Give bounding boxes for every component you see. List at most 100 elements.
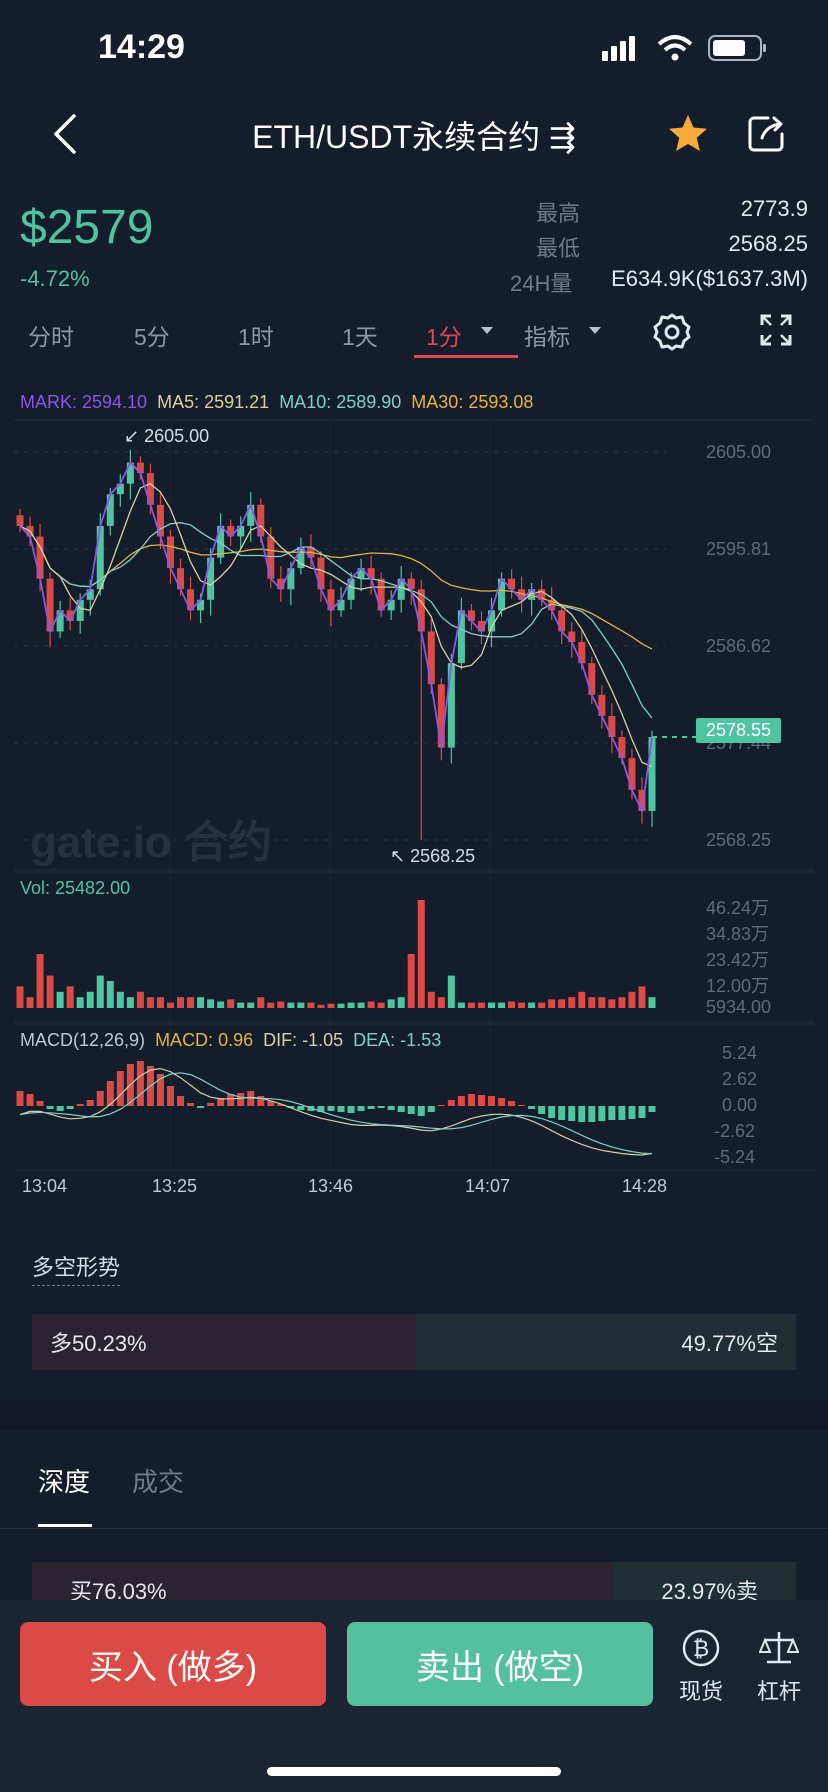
macd-bar — [578, 1106, 586, 1122]
volume-bar — [156, 997, 164, 1008]
macd-bar — [397, 1106, 405, 1112]
volume-bar — [227, 999, 235, 1008]
volume-bar — [217, 1001, 225, 1008]
indicator-chevron-icon[interactable] — [588, 326, 602, 336]
volume-bar — [538, 1002, 546, 1008]
candle — [417, 589, 425, 632]
tab-timeline[interactable]: 分时 — [28, 324, 74, 350]
volume-bar — [598, 997, 606, 1008]
volume-bar — [267, 1002, 275, 1008]
candle — [166, 536, 174, 569]
candle — [367, 568, 375, 579]
price-chart[interactable] — [0, 0, 828, 1200]
volume-bar — [116, 991, 124, 1008]
favorite-star-icon[interactable] — [666, 112, 710, 156]
macd-bar — [237, 1093, 245, 1106]
macd-bar — [387, 1106, 395, 1110]
volume-bar — [297, 1002, 305, 1008]
chevron-down-icon[interactable] — [480, 326, 494, 336]
candle — [437, 684, 445, 748]
macd-bar — [297, 1106, 305, 1110]
tab-depth[interactable]: 深度 — [38, 1467, 91, 1497]
long-short-title[interactable]: 多空形势 — [32, 1250, 121, 1286]
candle — [598, 694, 606, 716]
macd-bar — [558, 1106, 566, 1120]
macd-bar — [66, 1106, 74, 1109]
macd-bar — [487, 1096, 496, 1106]
volume-bar — [467, 1002, 475, 1008]
buy-long-button[interactable]: 买入 (做多) — [20, 1622, 326, 1706]
volume-bar — [237, 1002, 245, 1008]
price-axis-label: 2568.25 — [706, 830, 772, 850]
volume-axis-label: 5934.00 — [706, 997, 772, 1017]
macd-axis-label: -2.62 — [714, 1121, 756, 1141]
volume-bar — [86, 991, 94, 1008]
macd-bar — [618, 1106, 626, 1120]
candle — [447, 663, 455, 748]
macd-bar — [377, 1106, 385, 1108]
volume-bar — [648, 997, 656, 1008]
page-title[interactable]: ETH/USDT永续合约 ⇶ — [252, 119, 576, 155]
candle — [56, 610, 64, 632]
volume-indicator: Vol: 25482.00 — [20, 878, 131, 898]
sell-short-button[interactable]: 卖出 (做空) — [347, 1622, 653, 1706]
candle — [387, 599, 395, 611]
volume-bar — [76, 997, 84, 1008]
tab-indicators[interactable]: 指标 — [524, 324, 570, 350]
dif-value: DIF: -1.05 — [263, 1030, 344, 1050]
volume-bar — [377, 1002, 385, 1008]
time-axis-label: 14:28 — [622, 1176, 668, 1196]
price-axis-label: 2595.81 — [706, 539, 772, 559]
candle — [477, 620, 485, 632]
high-marker: ↙ 2605.00 — [124, 426, 210, 446]
candle — [357, 568, 365, 579]
candle — [207, 557, 215, 600]
macd-bar — [457, 1096, 465, 1106]
macd-value: MACD: 0.96 — [155, 1030, 254, 1050]
share-icon[interactable] — [744, 112, 788, 156]
volume-bar — [618, 997, 626, 1008]
macd-bar — [357, 1106, 365, 1111]
macd-bar — [548, 1106, 556, 1118]
macd-bar — [588, 1106, 596, 1122]
volume-value: E634.9K($1637.3M) — [611, 266, 808, 291]
macd-bar — [337, 1106, 345, 1112]
tab-1min[interactable]: 1分 — [426, 324, 462, 350]
tab-trades[interactable]: 成交 — [132, 1467, 185, 1497]
volume-bar — [16, 986, 24, 1008]
leverage-button[interactable]: 杠杆 — [744, 1628, 814, 1706]
fullscreen-icon[interactable] — [760, 314, 792, 346]
candle — [397, 578, 405, 600]
macd-bar — [427, 1106, 435, 1112]
volume-bar — [176, 997, 185, 1008]
macd-bar — [96, 1091, 104, 1106]
back-arrow-icon[interactable] — [48, 112, 84, 156]
time-axis-label: 14:07 — [465, 1176, 511, 1196]
candle — [548, 599, 556, 611]
volume-bar — [387, 999, 395, 1008]
volume-bar — [207, 999, 215, 1008]
macd-bar — [176, 1096, 185, 1106]
settings-gear-icon[interactable] — [652, 312, 692, 352]
spot-button[interactable]: ₿ 现货 — [666, 1628, 736, 1706]
tab-5min[interactable]: 5分 — [134, 324, 170, 350]
tab-1day[interactable]: 1天 — [342, 324, 378, 350]
volume-bar — [518, 1002, 526, 1008]
candle — [267, 536, 275, 579]
volume-bar — [447, 975, 455, 1008]
price-axis-label: 2586.62 — [706, 636, 772, 656]
tab-1hour[interactable]: 1时 — [238, 324, 274, 350]
volume-bar — [96, 975, 104, 1008]
macd-bar — [116, 1071, 124, 1106]
candle — [638, 789, 646, 811]
volume-bar — [197, 997, 205, 1008]
battery-icon — [708, 35, 766, 61]
volume-bar — [247, 1002, 255, 1008]
candle — [648, 737, 656, 811]
wifi-icon — [657, 35, 693, 61]
candle — [176, 568, 185, 590]
candle — [508, 578, 516, 590]
macd-bar — [26, 1094, 34, 1106]
dea-line — [19, 1072, 653, 1155]
macd-bar — [417, 1106, 425, 1116]
